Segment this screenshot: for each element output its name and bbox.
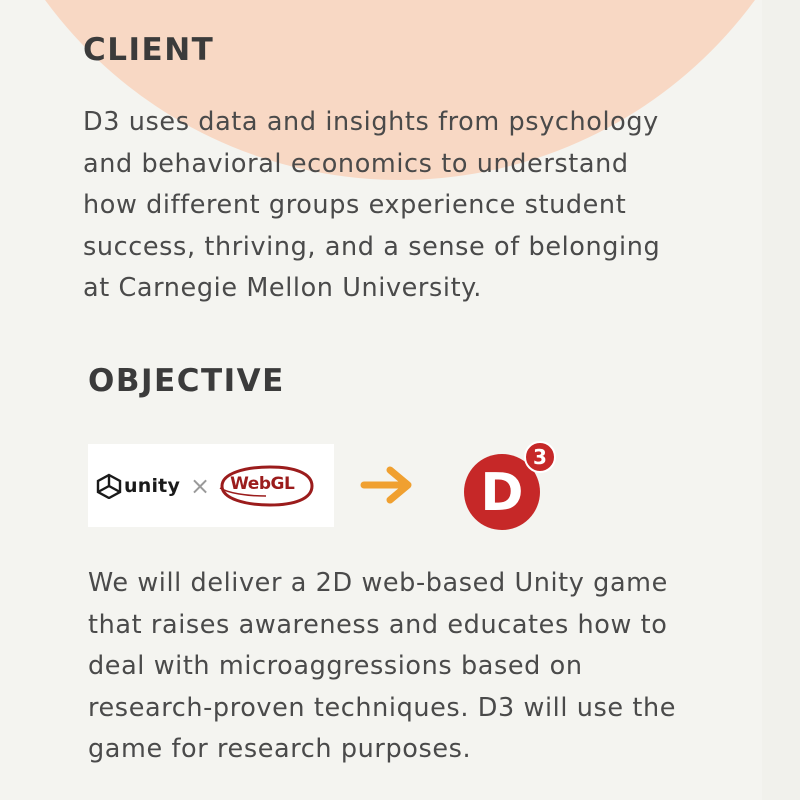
webgl-logo: WebGL [216,463,316,509]
client-line: at Carnegie Mellon University. [83,273,482,303]
webgl-label: WebGL [230,473,295,494]
unity-logo: unity [96,473,180,499]
objective-line: that raises awareness and educates how t… [88,609,668,640]
client-line: and behavioral economics to understand [83,148,629,179]
client-line: success, thriving, and a sense of belong… [83,231,661,262]
arrow-right-icon [360,466,412,504]
objective-line: We will deliver a 2D web-based Unity gam… [88,568,668,598]
unity-logo-icon [96,473,122,499]
objective-heading: OBJECTIVE [88,363,285,399]
client-line: how different groups experience student [83,190,627,220]
d3-logo-superscript: 3 [533,445,547,469]
right-edge-band [762,0,800,800]
unity-webgl-logo-card: unity × WebGL [88,444,334,527]
objective-description: We will deliver a 2D web-based Unity gam… [88,563,748,771]
client-heading: CLIENT [83,32,215,68]
objective-line: deal with microaggressions based on [88,651,583,681]
d3-logo-letter: D [480,463,523,523]
times-sign: × [190,471,211,500]
unity-label: unity [124,474,181,497]
objective-line: research-proven techniques. D3 will use … [88,692,676,723]
d3-logo-icon: D 3 [464,441,556,530]
client-description: D3 uses data and insights from psycholog… [83,102,743,310]
objective-line: game for research purposes. [88,734,472,764]
webgl-logo-icon [219,464,314,507]
client-line: D3 uses data and insights from psycholog… [83,107,659,137]
